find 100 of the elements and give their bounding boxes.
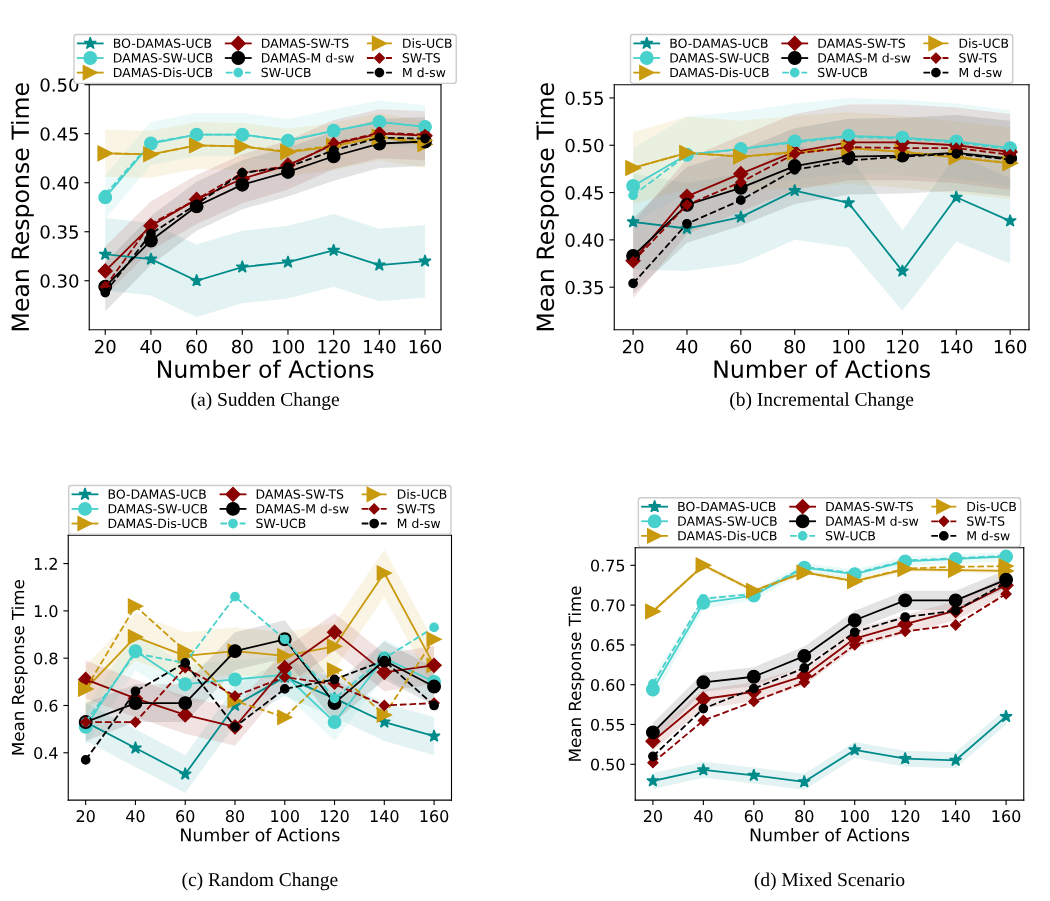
x-tick-label: 120: [891, 810, 920, 823]
y-tick-label: 0.50: [565, 138, 604, 153]
legend-label: BO-DAMAS-UCB: [113, 38, 212, 48]
legend-label: DAMAS-SW-UCB: [678, 516, 777, 526]
x-tick-label: 80: [232, 339, 253, 354]
legend-label: M d-sw: [959, 67, 1002, 78]
y-tick-label: 1.2: [34, 557, 57, 570]
legend-label: BO-DAMAS-UCB: [670, 38, 768, 48]
legend-label: BO-DAMAS-UCB: [678, 501, 776, 512]
legend-label: Dis-UCB: [397, 489, 447, 499]
legend-label: DAMAS-M d-sw: [818, 52, 911, 63]
x-axis-title: Number of Actions: [181, 828, 340, 842]
legend-label: SW-UCB: [825, 530, 875, 541]
x-tick-label: 80: [795, 810, 814, 823]
x-tick-label: 40: [140, 339, 162, 354]
legend-label: Dis-UCB: [967, 501, 1016, 512]
x-tick-label: 20: [95, 339, 116, 354]
x-tick-label: 80: [784, 339, 805, 354]
y-tick-label: 0.55: [565, 91, 603, 106]
x-tick-label: 100: [271, 810, 299, 823]
x-tick-label: 160: [420, 810, 449, 823]
y-tick-label: 0.40: [40, 176, 79, 190]
y-tick-label: 0.45: [565, 186, 603, 200]
y-tick-label: 0.30: [40, 274, 79, 288]
x-tick-label: 100: [272, 339, 304, 354]
x-tick-label: 120: [887, 339, 919, 354]
x-tick-label: 160: [994, 339, 1027, 354]
legend-label: DAMAS-M d-sw: [256, 503, 349, 514]
legend-label: Dis-UCB: [403, 38, 452, 48]
y-tick-label: 0.35: [565, 280, 603, 295]
legend-label: M d-sw: [397, 518, 441, 529]
x-tick-label: 100: [833, 339, 865, 354]
legend-label: SW-UCB: [256, 518, 306, 529]
x-tick-label: 40: [126, 810, 145, 823]
legend-label: DAMAS-SW-TS: [818, 38, 906, 48]
x-tick-label: 80: [225, 810, 245, 823]
y-tick-label: 0.8: [34, 652, 58, 665]
x-axis-title: Number of Actions: [714, 359, 930, 379]
x-axis-title: Number of Actions: [158, 359, 374, 379]
y-axis-title: Mean Response Time: [535, 83, 559, 331]
legend-label: DAMAS-Dis-UCB: [670, 67, 769, 78]
text: (c) Random Change: [182, 872, 338, 891]
x-tick-label: 20: [76, 810, 95, 823]
x-tick-label: 20: [622, 339, 644, 354]
y-tick-label: 0.4: [34, 747, 58, 760]
legend-label: DAMAS-M d-sw: [261, 52, 354, 63]
x-tick-label: 140: [364, 339, 396, 354]
x-tick-label: 120: [318, 339, 350, 354]
x-tick-label: 60: [176, 810, 195, 823]
y-axis-title: Mean Response Time: [11, 580, 28, 755]
y-tick-label: 0.40: [565, 233, 604, 247]
y-tick-label: 0.75: [591, 559, 625, 572]
x-tick-label: 40: [693, 810, 713, 823]
x-tick-label: 60: [186, 339, 207, 354]
x-tick-label: 60: [744, 810, 763, 823]
y-tick-label: 0.35: [40, 225, 78, 239]
x-tick-label: 120: [321, 810, 349, 823]
legend-label: DAMAS-SW-TS: [256, 489, 344, 499]
legend-label: DAMAS-SW-UCB: [670, 53, 769, 63]
text: (a) Sudden Change: [191, 392, 339, 410]
legend-label: DAMAS-SW-UCB: [113, 53, 213, 63]
legend-label: SW-TS: [397, 504, 435, 514]
legend-label: Dis-UCB: [959, 38, 1009, 48]
y-axis-title: Mean Response Time: [10, 83, 34, 331]
x-tick-label: 140: [941, 339, 973, 354]
legend-label: SW-TS: [967, 516, 1005, 526]
legend-label: DAMAS-M d-sw: [826, 516, 919, 526]
legend-label: DAMAS-Dis-UCB: [678, 530, 777, 541]
text: (b) Incremental Change: [730, 392, 914, 410]
text: (d) Mixed Scenario: [754, 872, 905, 891]
y-tick-label: 0.6: [34, 699, 58, 712]
y-tick-label: 0.70: [591, 599, 625, 612]
legend-label: DAMAS-SW-TS: [826, 501, 913, 512]
y-tick-label: 0.50: [591, 758, 625, 771]
x-axis-title: Number of Actions: [750, 828, 910, 842]
legend-label: DAMAS-SW-UCB: [108, 504, 208, 514]
x-tick-label: 160: [992, 810, 1021, 823]
x-tick-label: 100: [841, 810, 869, 823]
x-tick-label: 40: [676, 339, 698, 354]
x-tick-label: 140: [942, 810, 970, 823]
legend-label: SW-TS: [402, 53, 440, 63]
legend-label: DAMAS-SW-TS: [261, 38, 349, 48]
legend-label: DAMAS-Dis-UCB: [113, 67, 213, 78]
legend-label: M d-sw: [967, 530, 1010, 541]
legend-label: DAMAS-Dis-UCB: [108, 518, 207, 529]
x-tick-label: 60: [730, 339, 752, 354]
x-tick-label: 20: [643, 810, 663, 823]
y-tick-label: 0.65: [591, 639, 625, 652]
legend-label: SW-UCB: [261, 67, 311, 78]
y-tick-label: 0.55: [591, 718, 625, 731]
y-tick-label: 1.0: [34, 605, 58, 618]
x-tick-label: 140: [370, 810, 399, 823]
x-tick-label: 160: [409, 339, 442, 354]
legend-label: SW-TS: [959, 53, 997, 63]
y-tick-label: 0.45: [40, 127, 78, 141]
y-axis-title: Mean Response Time: [568, 586, 585, 761]
legend-label: BO-DAMAS-UCB: [108, 489, 206, 499]
legend-label: SW-UCB: [818, 67, 868, 78]
legend-label: M d-sw: [403, 67, 446, 78]
y-tick-label: 0.60: [591, 678, 625, 691]
